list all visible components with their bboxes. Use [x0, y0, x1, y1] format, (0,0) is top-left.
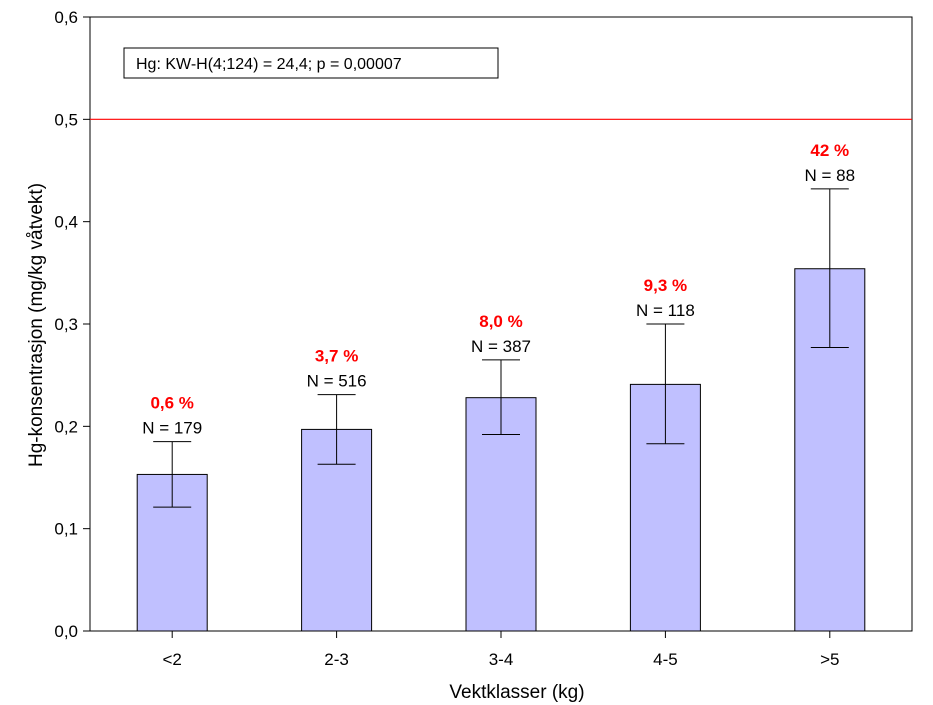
y-tick-label: 0,3 — [54, 315, 78, 334]
x-tick-label: 2-3 — [324, 650, 349, 669]
x-tick-label: >5 — [820, 650, 839, 669]
x-tick-label: 4-5 — [653, 650, 678, 669]
x-tick-label: <2 — [163, 650, 182, 669]
y-tick-label: 0,4 — [54, 213, 78, 232]
percent-label: 8,0 % — [479, 312, 522, 331]
stats-box: Hg: KW-H(4;124) = 24,4; p = 0,00007 — [123, 47, 499, 79]
stats-box-frame — [123, 47, 499, 79]
bar-annotations: N = 179 0,6 % N = 516 3,7 % N = 387 8,0 % N = … — [142, 141, 855, 438]
bars — [136, 188, 866, 632]
x-axis-ticks: <2 2-3 3-4 4-5 >5 — [163, 631, 839, 669]
percent-label: 9,3 % — [644, 276, 687, 295]
percent-label: 42 % — [810, 141, 849, 160]
y-tick-label: 0,1 — [54, 520, 78, 539]
n-label: N = 118 — [636, 301, 695, 320]
stats-box-text: Hg: KW-H(4;124) = 24,4; p = 0,00007 — [136, 56, 402, 73]
y-axis-title: Hg-konsentrasjon (mg/kg våtvekt) — [26, 183, 47, 467]
y-axis-ticks: 0,0 0,1 0,2 0,3 0,4 0,5 0,6 — [54, 8, 90, 641]
x-tick-label: 3-4 — [489, 650, 514, 669]
percent-label: 0,6 % — [150, 394, 193, 413]
n-label: N = 387 — [471, 337, 531, 356]
n-label: N = 516 — [307, 372, 367, 391]
bar — [465, 397, 537, 632]
y-tick-label: 0,6 — [54, 8, 78, 27]
x-axis-title: Vektklasser (kg) — [449, 682, 584, 703]
n-label: N = 88 — [805, 166, 856, 185]
y-tick-label: 0,2 — [54, 417, 78, 436]
y-tick-label: 0,0 — [54, 622, 78, 641]
n-label: N = 179 — [142, 419, 202, 438]
percent-label: 3,7 % — [315, 347, 358, 366]
y-tick-label: 0,5 — [54, 110, 78, 129]
